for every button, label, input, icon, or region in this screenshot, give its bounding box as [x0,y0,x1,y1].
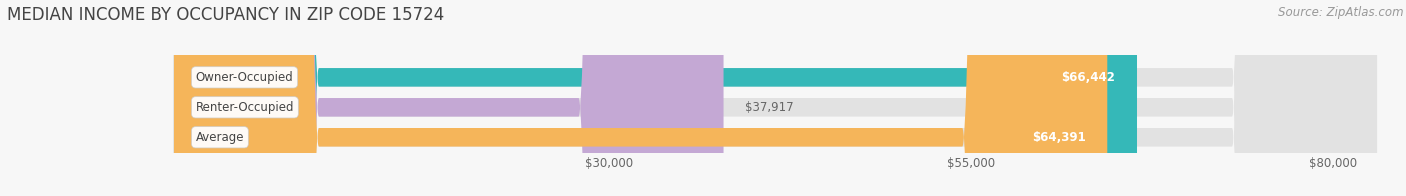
FancyBboxPatch shape [174,0,1376,196]
Text: $64,391: $64,391 [1032,131,1085,144]
FancyBboxPatch shape [174,0,1376,196]
Text: Renter-Occupied: Renter-Occupied [195,101,294,114]
Text: $66,442: $66,442 [1062,71,1115,84]
Text: Average: Average [195,131,245,144]
FancyBboxPatch shape [174,0,1376,196]
Text: Owner-Occupied: Owner-Occupied [195,71,294,84]
FancyBboxPatch shape [174,0,1137,196]
FancyBboxPatch shape [174,0,1108,196]
Text: MEDIAN INCOME BY OCCUPANCY IN ZIP CODE 15724: MEDIAN INCOME BY OCCUPANCY IN ZIP CODE 1… [7,6,444,24]
Text: Source: ZipAtlas.com: Source: ZipAtlas.com [1278,6,1403,19]
FancyBboxPatch shape [174,0,724,196]
Text: $37,917: $37,917 [745,101,794,114]
